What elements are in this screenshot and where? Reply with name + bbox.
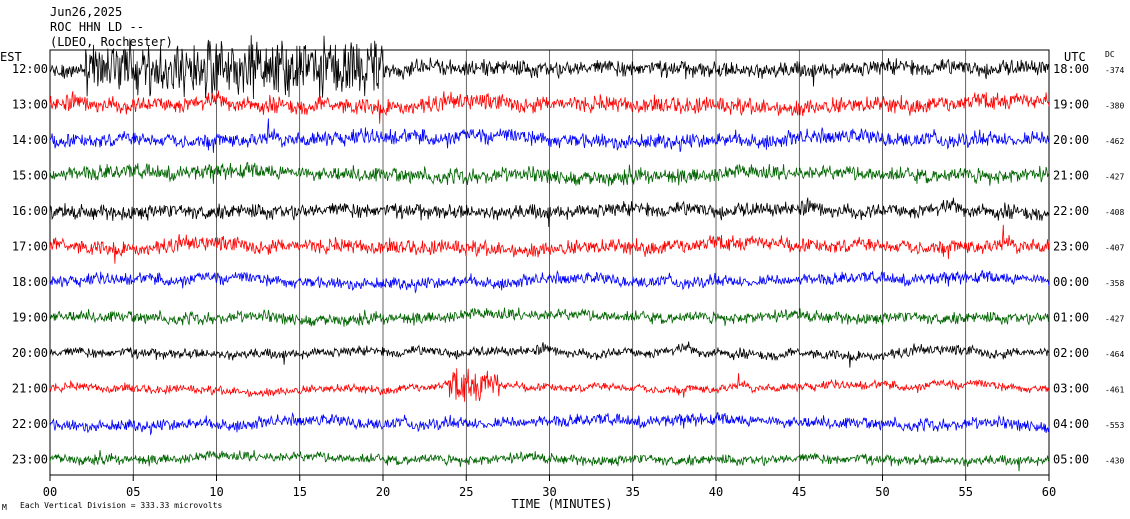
utc-axis-label: UTC (1064, 50, 1086, 64)
x-tick-label: 50 (875, 485, 889, 499)
header-network: (LDEO, Rochester) (50, 35, 173, 49)
trace-1500 (49, 161, 1050, 187)
trace-1600 (49, 197, 1050, 228)
dc-offset-value: -408 (1105, 208, 1124, 217)
x-tick-label: 05 (126, 485, 140, 499)
est-time-label: 23:00 (12, 453, 48, 467)
x-tick-label: 40 (709, 485, 723, 499)
utc-time-label: 19:00 (1053, 98, 1089, 112)
trace-1400 (49, 118, 1050, 153)
trace-1200 (49, 35, 1050, 100)
est-time-label: 19:00 (12, 311, 48, 325)
x-tick-label: 25 (459, 485, 473, 499)
utc-time-label: 02:00 (1053, 346, 1089, 360)
est-time-label: 13:00 (12, 98, 48, 112)
est-time-label: 17:00 (12, 240, 48, 254)
utc-time-label: 00:00 (1053, 275, 1089, 289)
x-tick-label: 35 (626, 485, 640, 499)
utc-time-label: 22:00 (1053, 204, 1089, 218)
x-axis-title: TIME (MINUTES) (511, 497, 612, 511)
x-tick-label: 60 (1042, 485, 1056, 499)
x-tick-label: 15 (293, 485, 307, 499)
utc-time-label: 03:00 (1053, 382, 1089, 396)
dc-offset-value: -427 (1105, 315, 1124, 324)
trace-2300 (49, 450, 1050, 472)
x-axis-ticks: 00 05 10 15 20 25 30 35 40 45 50 55 60 (43, 475, 1056, 499)
utc-time-label: 04:00 (1053, 417, 1089, 431)
utc-time-label: 23:00 (1053, 240, 1089, 254)
footer-mark: M (2, 503, 7, 512)
utc-time-label: 01:00 (1053, 311, 1089, 325)
seismic-traces (49, 35, 1050, 472)
utc-time-label: 05:00 (1053, 453, 1089, 467)
utc-time-label: 20:00 (1053, 133, 1089, 147)
utc-time-label: 18:00 (1053, 62, 1089, 76)
trace-2200 (49, 411, 1050, 436)
trace-2100 (49, 368, 1050, 402)
dc-offset-value: -462 (1105, 137, 1124, 146)
est-time-label: 14:00 (12, 133, 48, 147)
trace-2000 (49, 341, 1050, 368)
trace-1900 (49, 307, 1050, 327)
dc-offset-value: -380 (1105, 102, 1124, 111)
dc-offset-value: -427 (1105, 173, 1124, 182)
est-time-label: 15:00 (12, 169, 48, 183)
est-time-label: 16:00 (12, 204, 48, 218)
dc-offset-value: -407 (1105, 244, 1124, 253)
dc-offset-value: -430 (1105, 457, 1124, 466)
x-tick-label: 00 (43, 485, 57, 499)
vertical-gridlines (49, 50, 1050, 475)
x-tick-label: 20 (376, 485, 390, 499)
x-tick-label: 10 (209, 485, 223, 499)
trace-1700 (49, 224, 1050, 264)
trace-1300 (49, 90, 1050, 124)
header-station: ROC HHN LD -- (50, 20, 144, 34)
trace-1800 (49, 270, 1050, 294)
dc-offset-value: -358 (1105, 279, 1124, 288)
dc-offset-value: -553 (1105, 421, 1124, 430)
header-date: Jun26,2025 (50, 5, 122, 19)
x-tick-label: 45 (792, 485, 806, 499)
utc-time-label: 21:00 (1053, 169, 1089, 183)
dc-offset-value: -461 (1105, 386, 1124, 395)
dc-offset-value: -464 (1105, 350, 1124, 359)
est-axis-label: EST (0, 50, 22, 64)
est-time-label: 18:00 (12, 275, 48, 289)
dc-column-label: DC (1105, 50, 1115, 59)
est-time-label: 21:00 (12, 382, 48, 396)
x-tick-label: 30 (542, 485, 556, 499)
est-time-label: 22:00 (12, 417, 48, 431)
est-time-label: 12:00 (12, 62, 48, 76)
est-time-label: 20:00 (12, 346, 48, 360)
x-tick-label: 55 (959, 485, 973, 499)
dc-offset-value: -374 (1105, 66, 1124, 75)
footer-scale-note: Each Vertical Division = 333.33 microvol… (20, 501, 222, 510)
row-labels: 12:00 18:00 -374 13:00 19:00 -380 14:00 20:00 -4… (12, 62, 1125, 467)
